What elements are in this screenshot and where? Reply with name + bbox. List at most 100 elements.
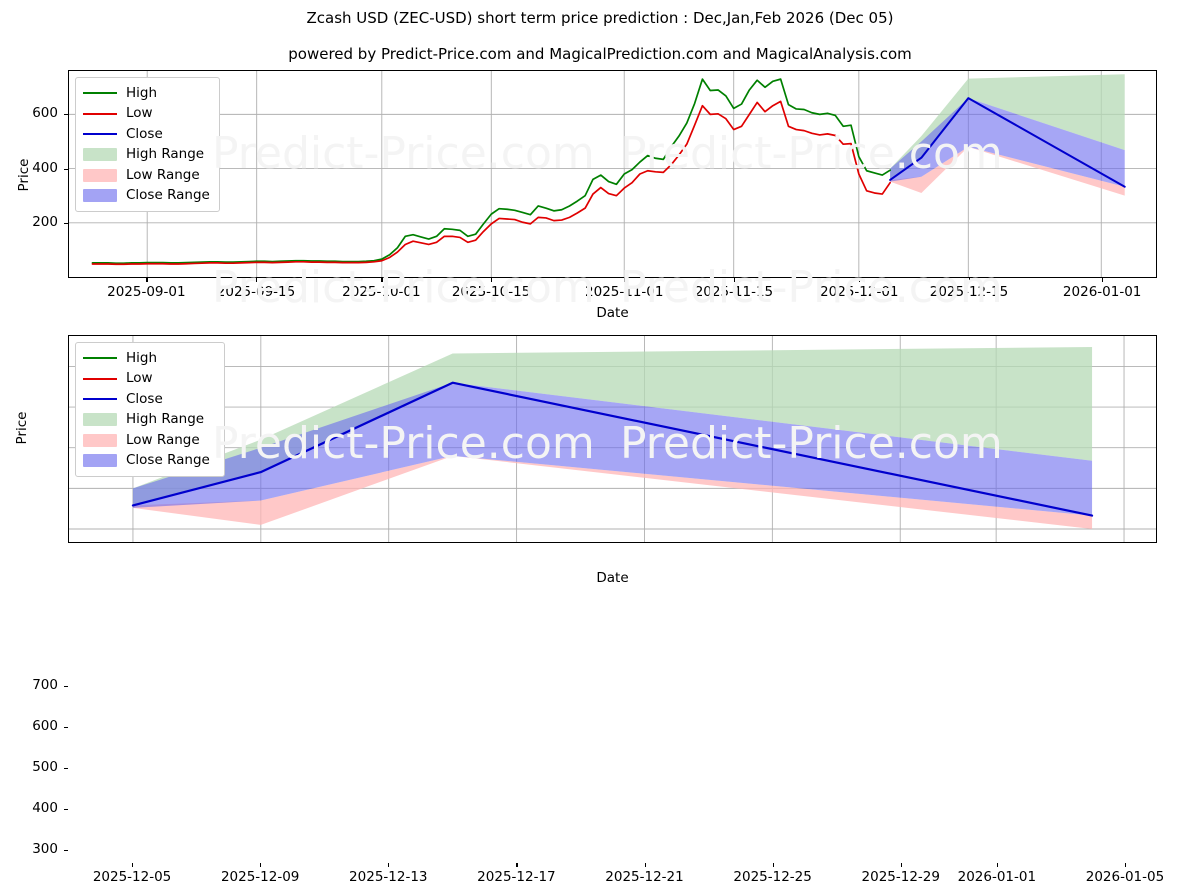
x-tick-mark — [1102, 278, 1104, 282]
x-tick-mark — [733, 278, 736, 282]
legend-swatch-high-range-icon — [83, 148, 117, 162]
x-tick-label: 2025-12-01 — [820, 284, 899, 300]
legend-item-low-range[interactable]: Low Range — [83, 165, 211, 186]
detail-chart: Price 300 400 500 600 700 2025-12-05 2025-12-… — [0, 320, 1200, 885]
x-tick-mark — [516, 863, 518, 867]
overview-legend[interactable]: High Low Close High Range Low Range Close Ran… — [75, 77, 220, 212]
close-forecast-line — [133, 383, 1092, 516]
y-tick-mark — [64, 849, 68, 852]
low-range-band — [890, 146, 1125, 196]
y-tick-label: 400 — [32, 799, 58, 816]
page-subtitle: powered by Predict-Price.com and Magical… — [288, 45, 912, 63]
x-tick-label: 2025-12-15 — [929, 284, 1009, 300]
x-tick-mark — [772, 863, 774, 867]
x-tick-label: 2025-12-13 — [349, 869, 428, 885]
x-tick-label: 2025-12-21 — [605, 869, 684, 885]
x-tick-label: 2026-01-05 — [1085, 869, 1165, 885]
legend-swatch-close-range-icon — [83, 189, 117, 203]
y-tick-label: 300 — [32, 840, 58, 857]
x-tick-mark — [996, 863, 999, 867]
legend-item-close[interactable]: Close — [83, 124, 211, 145]
close-range-band — [132, 382, 1093, 516]
x-tick-mark — [132, 863, 134, 867]
legend-label: Close — [126, 390, 163, 407]
legend-swatch-low-range-icon — [83, 168, 117, 182]
high-series-line — [92, 79, 890, 263]
legend-swatch-close-icon — [83, 128, 117, 140]
overview-plot-area — [68, 70, 1157, 278]
y-tick-mark — [64, 113, 68, 115]
x-tick-mark — [900, 863, 902, 867]
high-range-band — [890, 74, 1125, 180]
y-tick-label: 200 — [32, 214, 58, 231]
y-tick-label: 600 — [32, 717, 58, 734]
y-tick-mark — [64, 223, 68, 225]
x-tick-mark — [260, 863, 262, 867]
legend-label: Low Range — [126, 166, 200, 183]
legend-item-low[interactable]: Low — [83, 104, 211, 125]
overview-chart: Price 200 400 600 2025-09-01 2025-09-15 2025… — [0, 0, 1200, 321]
x-tick-mark — [388, 863, 390, 867]
x-tick-label: 2025-12-05 — [92, 869, 172, 885]
x-tick-label: 2025-10-01 — [342, 284, 421, 300]
x-tick-mark — [859, 278, 861, 282]
y-tick-label: 400 — [32, 159, 58, 176]
legend-swatch-low-range-icon — [83, 433, 117, 447]
legend-label: Low — [126, 105, 153, 121]
y-tick-mark — [64, 767, 68, 769]
x-tick-label: 2025-09-15 — [216, 284, 296, 300]
y-tick-mark — [64, 168, 68, 170]
low-range-band — [132, 455, 1093, 529]
legend-swatch-high-icon — [83, 87, 117, 99]
x-tick-label: 2025-10-15 — [451, 284, 531, 300]
legend-label: Low — [126, 370, 153, 386]
detail-x-axis-label: Date — [596, 570, 629, 586]
close-forecast-line — [890, 98, 1125, 187]
x-tick-label: 2025-12-09 — [220, 869, 300, 885]
legend-item-close-range[interactable]: Close Range — [83, 451, 216, 472]
detail-legend[interactable]: High Low Close High Range Low Range Close Ran… — [75, 342, 225, 477]
legend-label: High Range — [126, 146, 205, 162]
x-tick-mark — [1124, 863, 1127, 867]
detail-plot-area — [68, 335, 1157, 543]
legend-label: High — [126, 84, 158, 101]
legend-item-high[interactable]: High — [83, 348, 216, 369]
legend-item-low-range[interactable]: Low Range — [83, 430, 216, 451]
legend-item-low[interactable]: Low — [83, 369, 216, 390]
x-tick-label: 2025-11-01 — [585, 284, 664, 300]
x-tick-mark — [491, 278, 493, 282]
x-tick-label: 2025-12-17 — [477, 869, 556, 885]
detail-y-axis-label: Price — [14, 411, 30, 445]
legend-swatch-high-range-icon — [83, 413, 117, 427]
x-tick-label: 2026-01-01 — [957, 869, 1037, 885]
y-tick-mark — [64, 685, 68, 687]
x-tick-mark — [146, 278, 148, 282]
x-tick-mark — [256, 278, 258, 282]
page-title: Zcash USD (ZEC-USD) short term price pre… — [306, 9, 894, 27]
x-tick-mark — [644, 863, 646, 867]
legend-label: High — [126, 349, 158, 366]
x-tick-mark — [968, 278, 971, 282]
legend-label: High Range — [126, 411, 205, 427]
legend-item-high-range[interactable]: High Range — [83, 410, 216, 431]
x-tick-label: 2026-01-01 — [1062, 284, 1142, 300]
x-tick-mark — [381, 278, 383, 282]
y-tick-mark — [64, 808, 68, 811]
x-tick-label: 2025-12-25 — [733, 869, 812, 885]
y-tick-label: 700 — [32, 676, 58, 693]
close-range-band — [890, 98, 1125, 187]
legend-item-close-range[interactable]: Close Range — [83, 186, 211, 207]
y-tick-label: 600 — [32, 104, 58, 121]
x-tick-label: 2025-12-29 — [861, 869, 940, 885]
legend-item-high[interactable]: High — [83, 83, 211, 104]
x-tick-mark — [624, 278, 626, 282]
legend-item-high-range[interactable]: High Range — [83, 145, 211, 166]
legend-item-close[interactable]: Close — [83, 389, 216, 410]
legend-label: Low Range — [126, 431, 200, 448]
legend-swatch-close-icon — [83, 393, 117, 405]
overview-x-axis-label: Date — [596, 305, 629, 321]
y-tick-mark — [64, 726, 68, 728]
x-tick-label: 2025-11-15 — [694, 284, 774, 300]
legend-label: Close Range — [126, 187, 210, 203]
